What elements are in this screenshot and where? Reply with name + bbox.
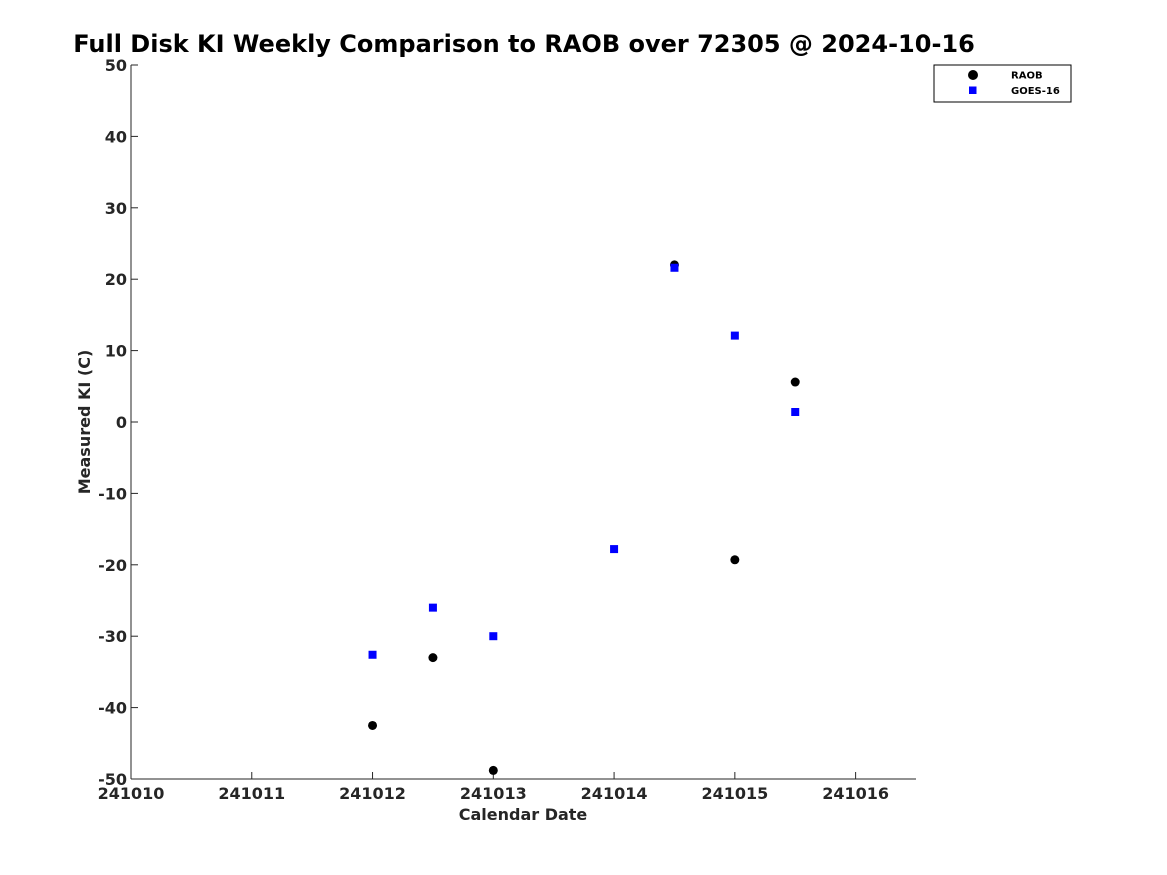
legend-raob-marker: [968, 70, 978, 80]
y-tick-label: -30: [98, 627, 127, 646]
y-axis-label: Measured KI (C): [75, 350, 94, 495]
goes-16-point: [791, 408, 800, 417]
x-tick-label: 241014: [581, 784, 648, 803]
x-tick-label: 241015: [701, 784, 768, 803]
raob-point: [368, 720, 378, 730]
legend-goes-marker: [969, 86, 977, 94]
data-series: [368, 260, 800, 775]
y-axis-ticks: -50 -40 -30 -20 -10 0 10 20 30 40 50: [98, 56, 138, 789]
y-tick-label: 0: [116, 413, 127, 432]
x-axis-label: Calendar Date: [459, 805, 588, 824]
goes-16-point: [730, 331, 739, 340]
x-tick-label: 241011: [218, 784, 285, 803]
y-tick-label: -10: [98, 484, 127, 503]
goes-16-point: [670, 263, 679, 272]
y-tick-label: 30: [105, 199, 127, 218]
legend-goes-label: GOES-16: [1011, 86, 1060, 97]
y-tick-label: 10: [105, 342, 127, 361]
legend: RAOB GOES-16: [933, 64, 1072, 103]
x-axis-ticks: 241010 241011 241012 241013 241014 241015 2410…: [98, 772, 889, 803]
goes-16-point: [428, 603, 437, 612]
legend-box: [933, 64, 1072, 103]
chart-title: Full Disk KI Weekly Comparison to RAOB o…: [73, 30, 975, 58]
y-tick-label: -40: [98, 699, 127, 718]
x-tick-label: 241010: [98, 784, 165, 803]
goes-16-point: [610, 545, 619, 554]
y-tick-label: 20: [105, 270, 127, 289]
y-tick-label: 40: [105, 127, 127, 146]
raob-point: [730, 555, 740, 565]
legend-raob-label: RAOB: [1011, 71, 1043, 82]
x-tick-label: 241012: [339, 784, 406, 803]
x-tick-label: 241016: [822, 784, 889, 803]
raob-point: [488, 765, 498, 775]
y-tick-label: 50: [105, 56, 127, 75]
goes-16-point: [489, 632, 498, 641]
raob-point: [428, 653, 438, 663]
y-tick-label: -20: [98, 556, 127, 575]
x-tick-label: 241013: [460, 784, 527, 803]
goes-16-point: [368, 650, 377, 659]
raob-point: [790, 377, 800, 387]
y-tick-label: -50: [98, 770, 127, 789]
